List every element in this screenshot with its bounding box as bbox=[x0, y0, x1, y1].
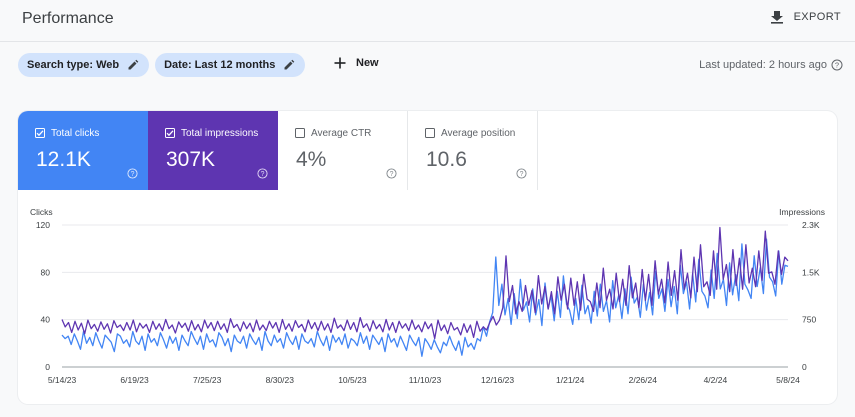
help-icon[interactable]: ? bbox=[516, 168, 527, 179]
x-axis-tick-label: 11/10/23 bbox=[409, 375, 442, 385]
search-type-filter-chip[interactable]: Search type: Web bbox=[18, 53, 150, 77]
x-axis-tick-label: 5/8/24 bbox=[776, 375, 800, 385]
plus-icon bbox=[334, 57, 346, 69]
metric-label: Total clicks bbox=[51, 128, 100, 139]
x-axis-tick-label: 2/26/24 bbox=[629, 375, 658, 385]
right-axis-tick-label: 1.5K bbox=[802, 267, 820, 277]
svg-text:?: ? bbox=[261, 171, 265, 178]
metric-value: 4% bbox=[296, 148, 327, 171]
help-icon[interactable]: ? bbox=[386, 168, 397, 179]
x-axis-tick-label: 12/16/23 bbox=[481, 375, 514, 385]
download-icon bbox=[770, 11, 783, 24]
edit-icon bbox=[128, 59, 139, 70]
page-title: Performance bbox=[22, 10, 114, 27]
svg-text:?: ? bbox=[131, 171, 135, 178]
x-axis-tick-label: 6/19/23 bbox=[120, 375, 149, 385]
date-filter-label: Date: Last 12 months bbox=[164, 59, 276, 71]
metric-average-position[interactable]: Average position 10.6 ? bbox=[408, 111, 538, 190]
top-bar: Performance EXPORT bbox=[0, 0, 855, 42]
check-icon bbox=[36, 130, 44, 137]
impressions-series-line bbox=[61, 226, 789, 340]
new-filter-button[interactable]: New bbox=[333, 56, 379, 70]
left-axis-tick-label: 80 bbox=[41, 267, 51, 277]
search-type-filter-label: Search type: Web bbox=[27, 59, 120, 71]
right-axis-tick-label: 2.3K bbox=[802, 220, 820, 230]
total-clicks-checkbox[interactable] bbox=[35, 128, 45, 138]
new-filter-label: New bbox=[356, 57, 379, 69]
x-axis-tick-label: 1/21/24 bbox=[556, 375, 585, 385]
metric-label: Average position bbox=[441, 128, 516, 139]
metric-value: 12.1K bbox=[36, 148, 91, 171]
average-position-checkbox[interactable] bbox=[425, 128, 435, 138]
left-axis-title: Clicks bbox=[30, 207, 53, 217]
metric-value: 307K bbox=[166, 148, 216, 171]
right-axis-tick-label: 750 bbox=[802, 315, 816, 325]
x-axis-tick-label: 8/30/23 bbox=[266, 375, 295, 385]
help-icon[interactable]: ? bbox=[257, 168, 268, 179]
performance-card: Total clicks 12.1K ? Total impressions 3… bbox=[18, 111, 837, 404]
help-icon[interactable]: ? bbox=[831, 59, 843, 71]
metric-total-impressions[interactable]: Total impressions 307K ? bbox=[148, 111, 278, 190]
date-filter-chip[interactable]: Date: Last 12 months bbox=[155, 53, 306, 77]
left-axis-tick-label: 120 bbox=[36, 220, 50, 230]
clicks-series-line bbox=[61, 238, 789, 357]
x-axis-tick-label: 4/2/24 bbox=[704, 375, 728, 385]
last-updated-text: Last updated: 2 hours ago bbox=[699, 59, 827, 71]
help-icon[interactable]: ? bbox=[127, 168, 138, 179]
filter-bar: Search type: Web Date: Last 12 months bbox=[18, 53, 306, 77]
svg-text:?: ? bbox=[520, 171, 524, 178]
metric-value: 10.6 bbox=[426, 148, 467, 171]
total-impressions-checkbox[interactable] bbox=[165, 128, 175, 138]
performance-chart: 0 0 40 750 80 1.5K 120 2.3K 5/14/23 6/19/23 7/25/2… bbox=[18, 190, 837, 404]
last-updated: Last updated: 2 hours ago ? bbox=[699, 59, 843, 71]
right-axis-title: Impressions bbox=[779, 207, 825, 217]
metric-tabs: Total clicks 12.1K ? Total impressions 3… bbox=[18, 111, 538, 190]
performance-chart-svg: 0 0 40 750 80 1.5K 120 2.3K 5/14/23 6/19/23 7/25/2… bbox=[30, 207, 825, 385]
export-button[interactable]: EXPORT bbox=[770, 10, 841, 24]
left-axis-tick-label: 0 bbox=[45, 362, 50, 372]
svg-text:?: ? bbox=[390, 171, 394, 178]
left-axis-tick-label: 40 bbox=[41, 315, 51, 325]
metric-label: Average CTR bbox=[311, 128, 372, 139]
svg-text:?: ? bbox=[835, 61, 839, 70]
average-ctr-checkbox[interactable] bbox=[295, 128, 305, 138]
metric-label: Total impressions bbox=[181, 128, 259, 139]
metric-average-ctr[interactable]: Average CTR 4% ? bbox=[278, 111, 408, 190]
check-icon bbox=[166, 130, 174, 137]
right-axis-tick-label: 0 bbox=[802, 362, 807, 372]
x-axis-tick-label: 5/14/23 bbox=[48, 375, 77, 385]
metric-total-clicks[interactable]: Total clicks 12.1K ? bbox=[18, 111, 148, 190]
x-axis-tick-label: 7/25/23 bbox=[193, 375, 222, 385]
edit-icon bbox=[284, 59, 295, 70]
export-label: EXPORT bbox=[793, 11, 841, 23]
x-axis-tick-label: 10/5/23 bbox=[338, 375, 367, 385]
